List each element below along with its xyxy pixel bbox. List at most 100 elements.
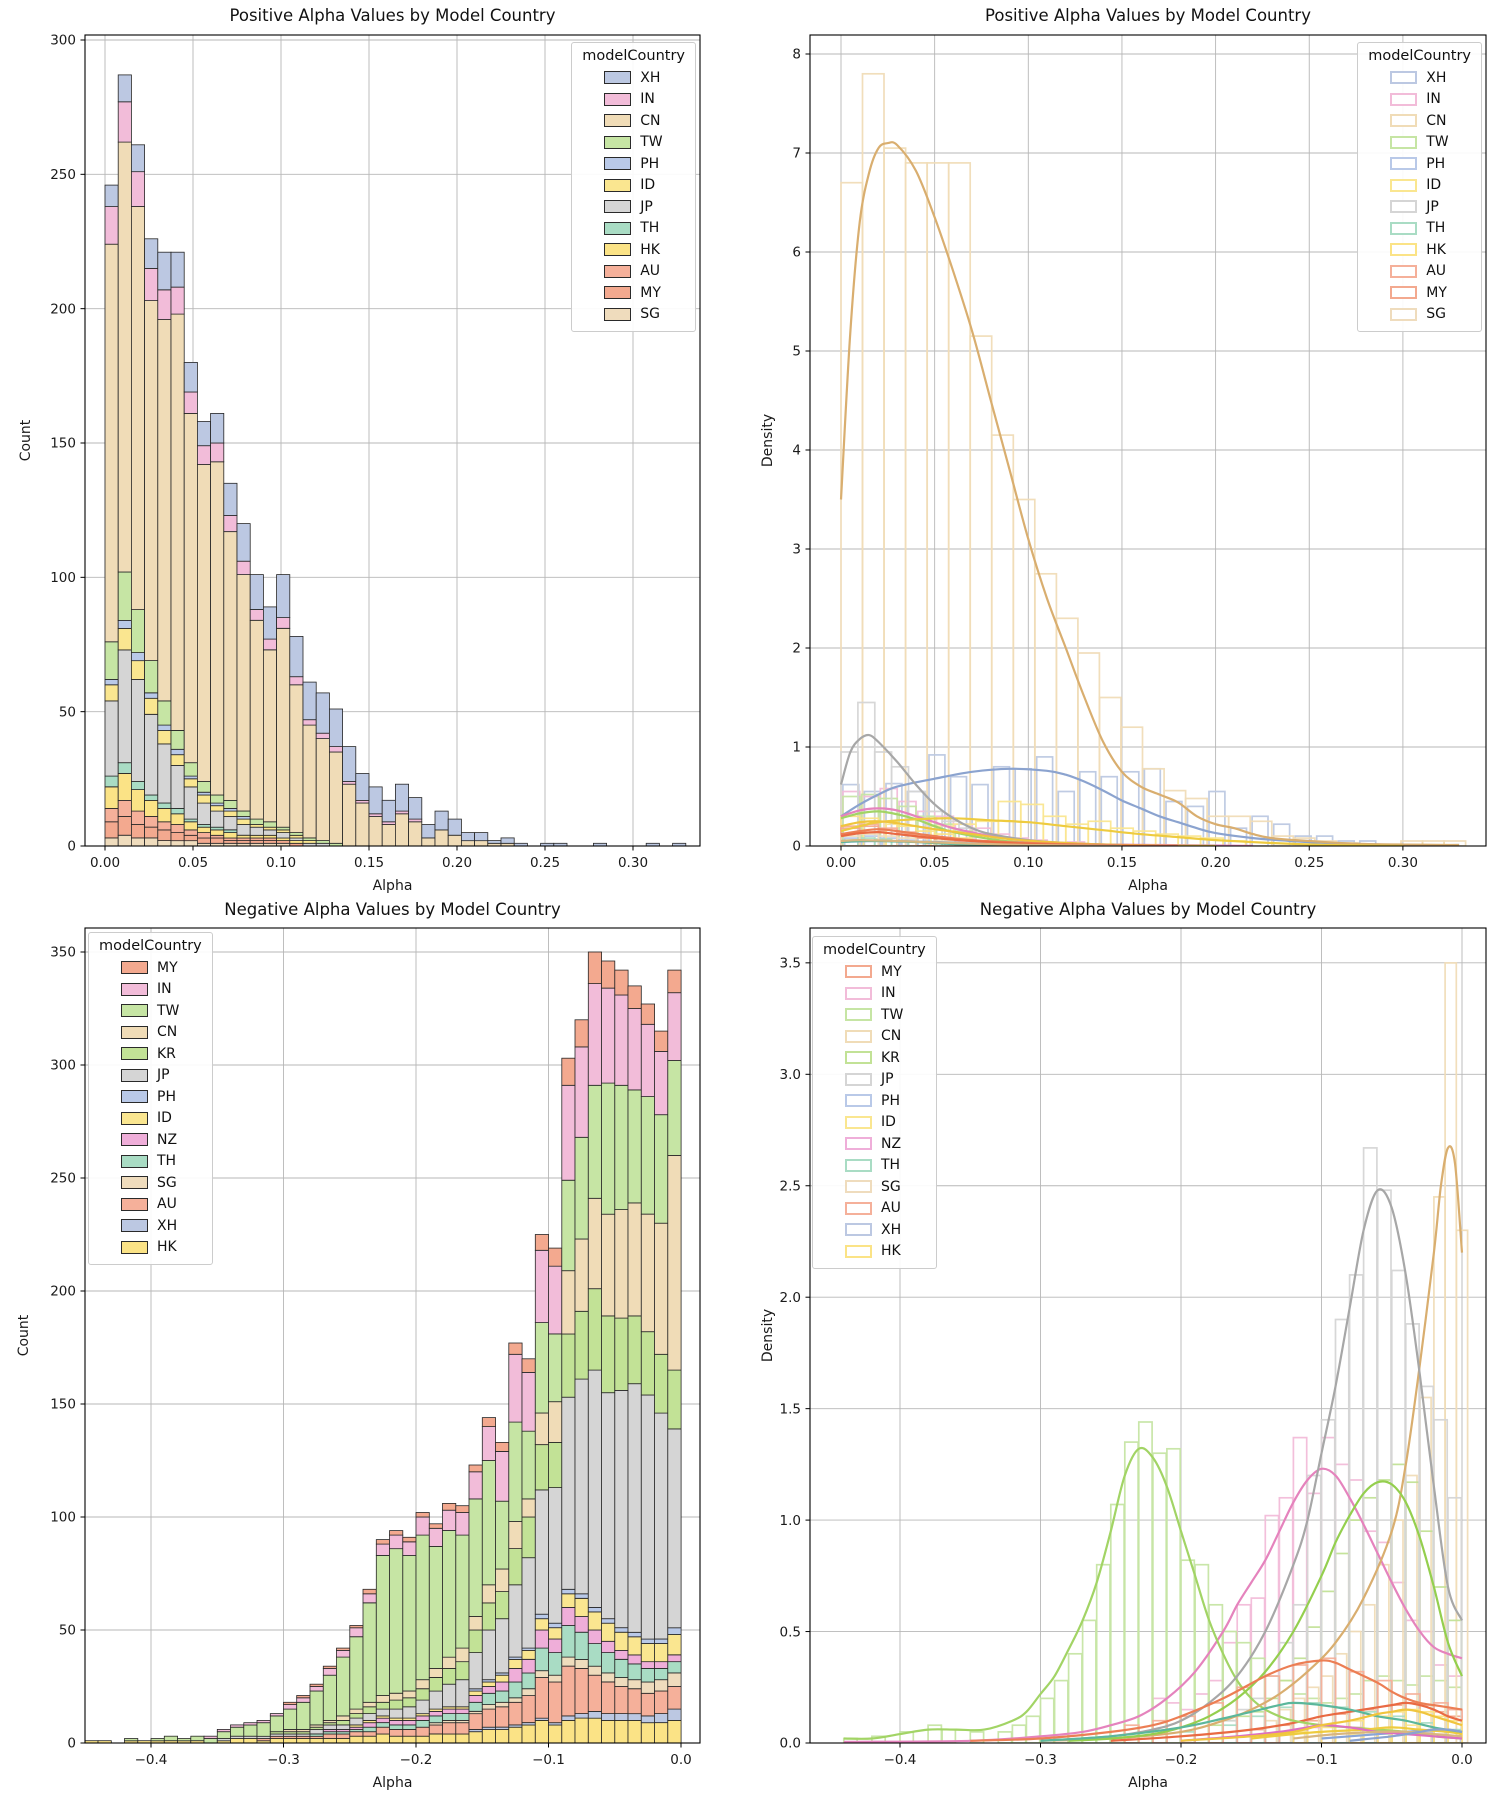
hist-bar-HK — [269, 1738, 284, 1743]
hist-bar-AU — [170, 824, 185, 834]
hist-bar-CN — [561, 1270, 576, 1335]
hist-bar-JP — [442, 1683, 457, 1708]
hist-bar-TH — [210, 826, 225, 831]
hist-bar-AU — [117, 799, 132, 817]
legend-swatch-SG — [1390, 307, 1418, 321]
hist-bar-MY — [196, 837, 211, 844]
hist-bar-TW — [315, 840, 330, 844]
legend-label-AU: AU — [157, 1196, 177, 1213]
hist-bar-HK — [97, 1740, 112, 1743]
hist-bar-HK — [455, 1733, 470, 1743]
hist-bar-IN — [428, 1527, 443, 1547]
hist-bar-JP — [627, 1383, 642, 1633]
hist-bar-HK — [561, 1720, 576, 1743]
hist-bar-SG — [170, 840, 185, 846]
legend-swatch-MY — [604, 286, 632, 300]
hist-bar-AU — [495, 1706, 510, 1728]
hist-bar-TW — [256, 1722, 271, 1737]
hist-bar-XH — [183, 361, 198, 393]
hist-bar-PH — [130, 652, 145, 662]
hist-bar-AU — [508, 1701, 523, 1726]
hist-bar-CN — [170, 313, 185, 731]
hist-bar-IN — [262, 638, 277, 651]
hist-bar-IN — [614, 994, 629, 1086]
hist-bar-TW — [170, 730, 185, 750]
hist-bar-SG — [548, 1674, 563, 1683]
hist-bar-CN — [421, 837, 436, 846]
kde-line-MY — [1110, 1701, 1463, 1742]
hist-bar-ID — [481, 1681, 496, 1687]
hist-bar-MY — [236, 840, 251, 844]
plot-negative-density: −0.4 −0.3 −0.2 −0.1 0.0 0.0 0.5 1.0 1.5 2.0 2.5 3.0… — [760, 927, 1487, 1791]
hist-bar-IN — [442, 1509, 457, 1531]
chart-positive-count: Positive Alpha Values by Model Country 0… — [0, 0, 750, 900]
hist-bar-IN — [236, 560, 251, 576]
hist-bar-KR — [614, 1317, 629, 1391]
legend-swatch-ID — [604, 178, 632, 192]
hist-bar-JP — [276, 832, 291, 839]
x-tick-label: 0.25 — [530, 855, 560, 871]
x-tick-label: 0.15 — [354, 855, 384, 871]
hist-bar-XH — [601, 1713, 616, 1721]
legend-label-NZ: NZ — [881, 1135, 902, 1152]
hist-bar-CN — [117, 141, 132, 573]
legend-swatch-JP — [845, 1072, 872, 1086]
hist-bar-TW — [627, 1089, 642, 1204]
hist-bar-IN — [389, 1534, 404, 1550]
hist-bar-IN — [481, 1426, 496, 1461]
legend-swatch-TH — [1390, 221, 1418, 235]
hist-bar-JP — [654, 1412, 669, 1640]
hist-bar-ID — [262, 826, 277, 831]
axis-ticks: 0.00 0.05 0.10 0.15 0.20 0.25 0.30 0 50 100 150 200… — [50, 33, 648, 871]
hist-bar-TH — [170, 808, 185, 815]
y-tick-label: 3.0 — [780, 1067, 801, 1083]
density-bar-CN — [1348, 1630, 1362, 1743]
hist-bar-SG — [561, 1656, 576, 1667]
hist-bar-IN — [276, 617, 291, 629]
hist-bar-JP — [402, 1706, 417, 1719]
hist-bar-SG — [508, 1697, 523, 1703]
hist-bar-AU — [601, 1681, 616, 1715]
density-bar-XH — [1272, 823, 1291, 846]
hist-bar-HK — [468, 1731, 483, 1743]
legend-label-HK: HK — [157, 1239, 177, 1256]
legend-label-SG: SG — [640, 306, 660, 323]
hist-bar-IN — [455, 1512, 470, 1536]
hist-bar-JP — [667, 1428, 682, 1629]
legend-item-JP: JP — [823, 1069, 926, 1091]
legend-item-TH: TH — [823, 1155, 926, 1177]
y-tick-label: 7 — [792, 146, 801, 162]
x-tick-label: 0.05 — [178, 855, 208, 871]
hist-bar-CN — [402, 1690, 417, 1699]
legend-item-TH: TH — [99, 1151, 202, 1173]
legend-item-CN: CN — [582, 110, 685, 132]
legend-label-TW: TW — [640, 134, 663, 151]
y-tick-label: 0 — [67, 839, 76, 855]
hist-bar-TW — [587, 1084, 602, 1199]
chart-positive-density: Positive Alpha Values by Model Country 0… — [750, 0, 1500, 900]
legend-item-JP: JP — [1368, 196, 1471, 218]
legend-swatch-TH — [604, 221, 632, 235]
hist-bar-ID — [289, 834, 304, 839]
hist-bar-MY — [130, 824, 145, 839]
hist-bar-TW — [262, 821, 277, 828]
y-tick-label: 0.5 — [780, 1624, 801, 1640]
hist-bar-CN — [210, 461, 225, 796]
hist-bar-TH — [104, 775, 119, 788]
legend-label-TH: TH — [881, 1157, 901, 1174]
y-axis-label: Density — [760, 1309, 776, 1362]
kde-line-CN — [1040, 1145, 1464, 1742]
x-tick-label: 0.00 — [826, 855, 856, 871]
hist-bar-IN — [561, 1084, 576, 1181]
hist-bar-JP — [601, 1392, 616, 1620]
hist-bar-HK — [249, 834, 264, 839]
x-tick-label: −0.1 — [1305, 1752, 1338, 1768]
hist-bar-KR — [601, 1315, 616, 1394]
hist-bar-KR — [481, 1602, 496, 1631]
hist-bar-CN — [196, 464, 211, 782]
hist-bar-IN — [521, 1371, 536, 1432]
hist-bar-CN — [315, 738, 330, 841]
legend-swatch-HK — [845, 1244, 872, 1258]
hist-bar-XH — [394, 783, 409, 812]
hist-bar-IN — [587, 983, 602, 1086]
